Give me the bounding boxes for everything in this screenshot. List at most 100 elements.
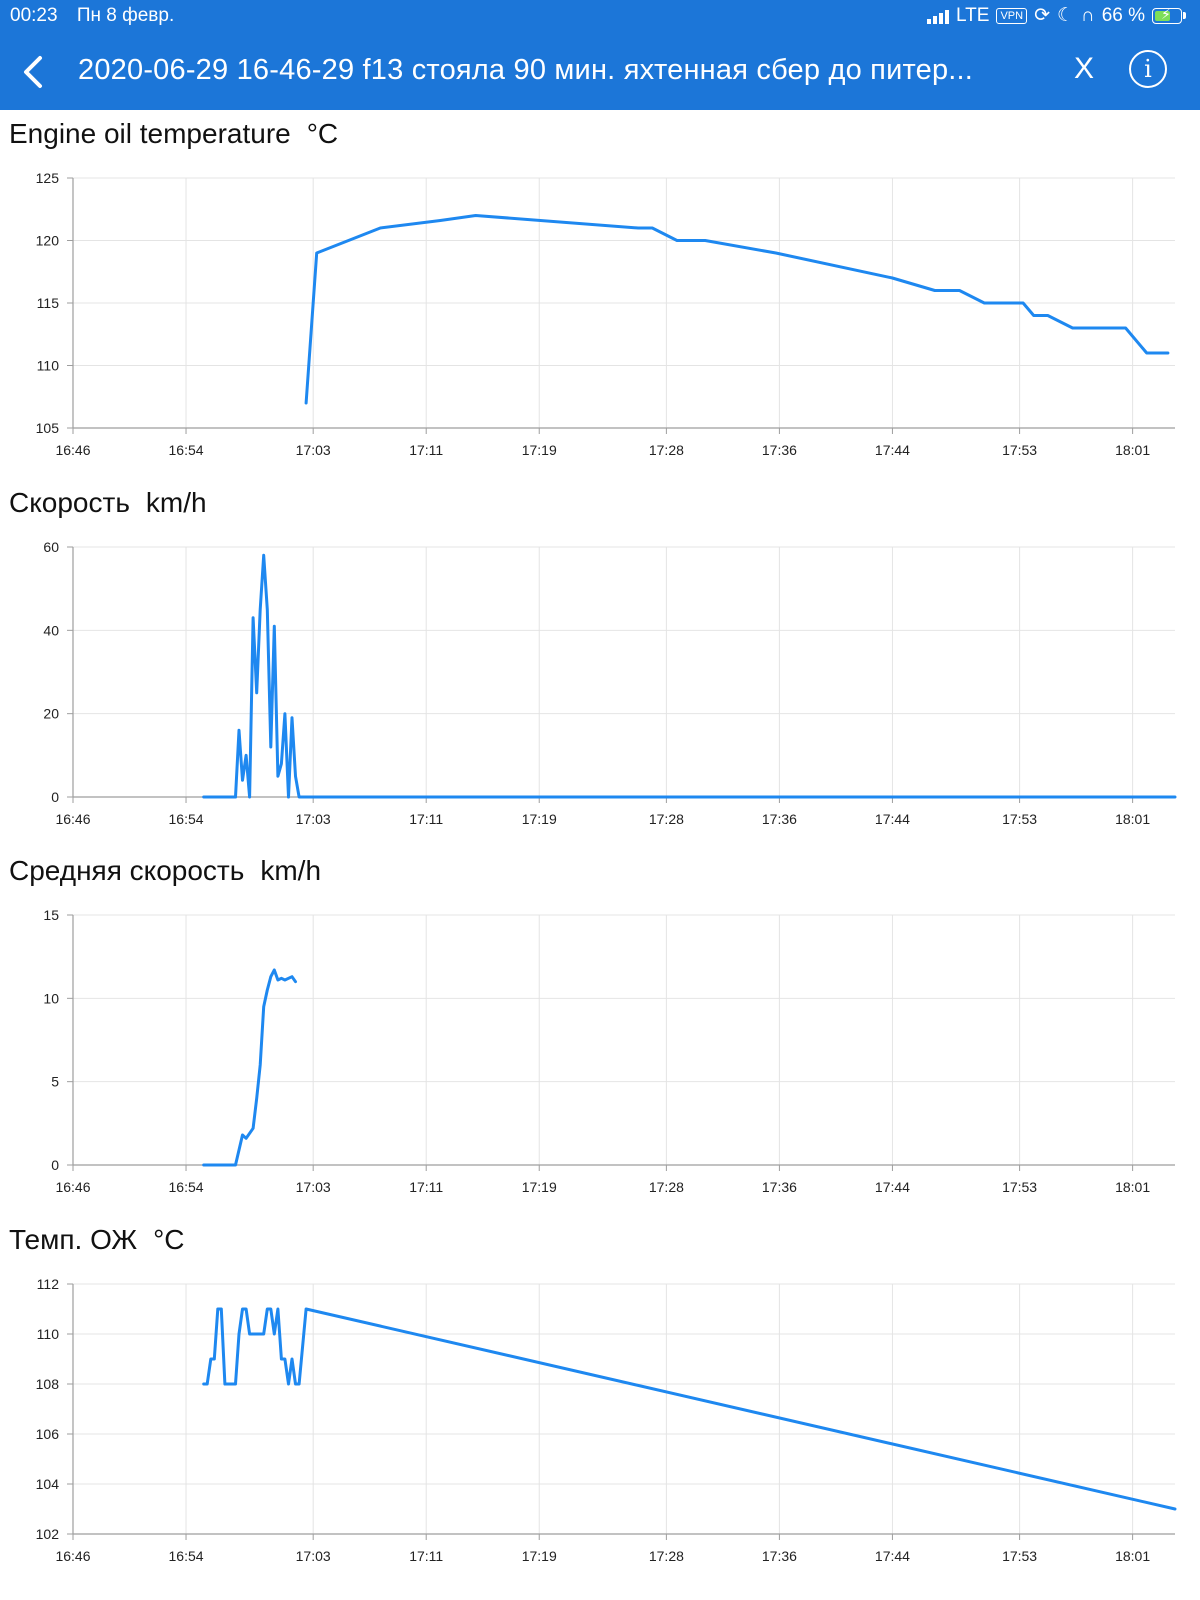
- x-tick-label: 17:19: [522, 442, 557, 458]
- rotation-lock-icon: ⟳: [1034, 5, 1050, 26]
- x-tick-label: 17:44: [875, 1548, 910, 1564]
- y-tick-label: 106: [36, 1426, 60, 1442]
- x-tick-label: 16:54: [169, 442, 204, 458]
- chart-plot: 105 110 115 120 125 16:46 16:54 17:03 17:11 17:19…: [36, 170, 1175, 458]
- oil-temperature-chart: Engine oil temperature °C 105 110 115 120 125…: [0, 110, 1200, 479]
- y-tick-label: 0: [51, 1157, 59, 1173]
- x-tick-label: 17:19: [522, 811, 557, 827]
- y-tick-label: 10: [43, 990, 59, 1006]
- chart-plot: 102 104 106 108 110 112 16:46 16:54 17:03 17:11 17…: [36, 1276, 1177, 1564]
- x-tick-label: 17:11: [409, 811, 443, 827]
- y-tick-label: 20: [43, 706, 59, 722]
- y-tick-label: 112: [37, 1276, 60, 1292]
- y-tick-label: 102: [36, 1526, 60, 1542]
- chart-unit: °C: [306, 118, 339, 149]
- x-tick-label: 17:53: [1002, 442, 1037, 458]
- y-tick-label: 120: [36, 233, 60, 249]
- moon-icon: ☾: [1056, 5, 1075, 26]
- x-tick-label: 17:28: [649, 442, 684, 458]
- chart-title-text: Темп. ОЖ: [9, 1224, 138, 1255]
- series-line: [304, 214, 1170, 405]
- x-tick-label: 17:19: [522, 1548, 557, 1564]
- signal-strength-icon: [927, 8, 949, 24]
- y-tick-label: 5: [51, 1074, 59, 1090]
- average-speed-chart: Средняя скорость km/h 0 5 10 15 16:46 16:54 17:…: [0, 847, 1200, 1216]
- close-button[interactable]: X: [1074, 52, 1095, 85]
- chart-title: Средняя скорость km/h: [9, 855, 321, 887]
- y-tick-label: 0: [51, 789, 59, 805]
- chevron-left-icon: [24, 56, 42, 88]
- y-tick-label: 115: [37, 295, 60, 311]
- series-line: [202, 1307, 1177, 1511]
- x-tick-label: 16:46: [55, 1179, 90, 1195]
- x-tick-label: 16:46: [55, 442, 90, 458]
- x-tick-label: 16:54: [169, 1179, 204, 1195]
- x-tick-label: 17:03: [296, 811, 331, 827]
- chart-title-text: Engine oil temperature: [9, 118, 291, 149]
- x-tick-label: 17:53: [1002, 1179, 1037, 1195]
- headphones-icon: ∩: [1081, 4, 1095, 26]
- x-tick-label: 16:46: [55, 811, 90, 827]
- y-tick-label: 125: [36, 170, 60, 186]
- x-tick-label: 17:11: [409, 1179, 443, 1195]
- x-tick-label: 16:54: [169, 1548, 204, 1564]
- chart-title: Engine oil temperature °C: [9, 118, 338, 150]
- x-tick-label: 17:03: [296, 442, 331, 458]
- x-tick-label: 18:01: [1115, 442, 1150, 458]
- x-tick-label: 17:11: [409, 1548, 443, 1564]
- status-bar: 00:23 Пн 8 февр. LTE VPN ⟳ ☾ ∩ 66 % ⚡: [0, 0, 1200, 34]
- battery-percent: 66 %: [1101, 4, 1145, 26]
- x-tick-label: 17:28: [649, 1548, 684, 1564]
- y-tick-label: 60: [43, 539, 59, 555]
- x-tick-label: 18:01: [1115, 1548, 1150, 1564]
- chart-unit: km/h: [145, 487, 207, 518]
- series-line: [202, 968, 297, 1167]
- chart-title: Скорость km/h: [9, 487, 207, 519]
- x-tick-label: 17:28: [649, 811, 684, 827]
- x-tick-label: 17:36: [762, 1548, 797, 1564]
- vpn-icon: VPN: [996, 7, 1028, 24]
- x-tick-label: 16:54: [169, 811, 204, 827]
- y-tick-label: 104: [36, 1476, 60, 1492]
- status-time: 00:23: [10, 5, 58, 26]
- x-tick-label: 17:36: [762, 811, 797, 827]
- y-tick-label: 108: [36, 1376, 60, 1392]
- top-bar: 00:23 Пн 8 февр. LTE VPN ⟳ ☾ ∩ 66 % ⚡ 20…: [0, 0, 1200, 110]
- chart-unit: °C: [153, 1224, 185, 1255]
- x-tick-label: 17:44: [875, 1179, 910, 1195]
- nav-bar: 2020-06-29 16-46-29 f13 стояла 90 мин. я…: [0, 40, 1200, 106]
- x-tick-label: 17:11: [409, 442, 443, 458]
- speed-chart: Скорость km/h 0 20 40 60 16:46 16:54 17:03 17:11…: [0, 479, 1200, 847]
- battery-icon: ⚡: [1152, 6, 1182, 24]
- x-tick-label: 16:46: [55, 1548, 90, 1564]
- x-tick-label: 17:53: [1002, 811, 1037, 827]
- chart-plot: 0 20 40 60 16:46 16:54 17:03 17:11 17:19 17:28 17:…: [43, 539, 1177, 827]
- chart-plot: 0 5 10 15 16:46 16:54 17:03 17:11 17:19 17:28 17:3…: [43, 907, 1175, 1195]
- x-tick-label: 17:53: [1002, 1548, 1037, 1564]
- x-tick-label: 17:28: [649, 1179, 684, 1195]
- x-tick-label: 17:44: [875, 811, 910, 827]
- x-tick-label: 17:19: [522, 1179, 557, 1195]
- x-tick-label: 17:44: [875, 442, 910, 458]
- y-tick-label: 40: [43, 622, 59, 638]
- chart-title-text: Средняя скорость: [9, 855, 245, 886]
- x-tick-label: 17:36: [762, 442, 797, 458]
- chart-title-text: Скорость: [9, 487, 130, 518]
- coolant-temperature-chart: Темп. ОЖ °C 102 104 106 108 110 112 16:46 16:54 1…: [0, 1216, 1200, 1586]
- back-button[interactable]: [16, 52, 56, 92]
- page-title: 2020-06-29 16-46-29 f13 стояла 90 мин. я…: [78, 54, 974, 86]
- y-tick-label: 105: [36, 420, 60, 436]
- x-tick-label: 18:01: [1115, 1179, 1150, 1195]
- x-tick-label: 17:03: [296, 1179, 331, 1195]
- chart-unit: km/h: [260, 855, 322, 886]
- y-tick-label: 110: [37, 358, 60, 374]
- y-tick-label: 15: [43, 907, 59, 923]
- chart-title: Темп. ОЖ °C: [9, 1224, 185, 1256]
- status-date: Пн 8 февр.: [76, 5, 175, 26]
- x-tick-label: 18:01: [1115, 811, 1150, 827]
- x-tick-label: 17:03: [296, 1548, 331, 1564]
- x-tick-label: 17:36: [762, 1179, 797, 1195]
- series-line: [202, 553, 1177, 799]
- info-button[interactable]: i: [1129, 50, 1167, 88]
- y-tick-label: 110: [37, 1326, 60, 1342]
